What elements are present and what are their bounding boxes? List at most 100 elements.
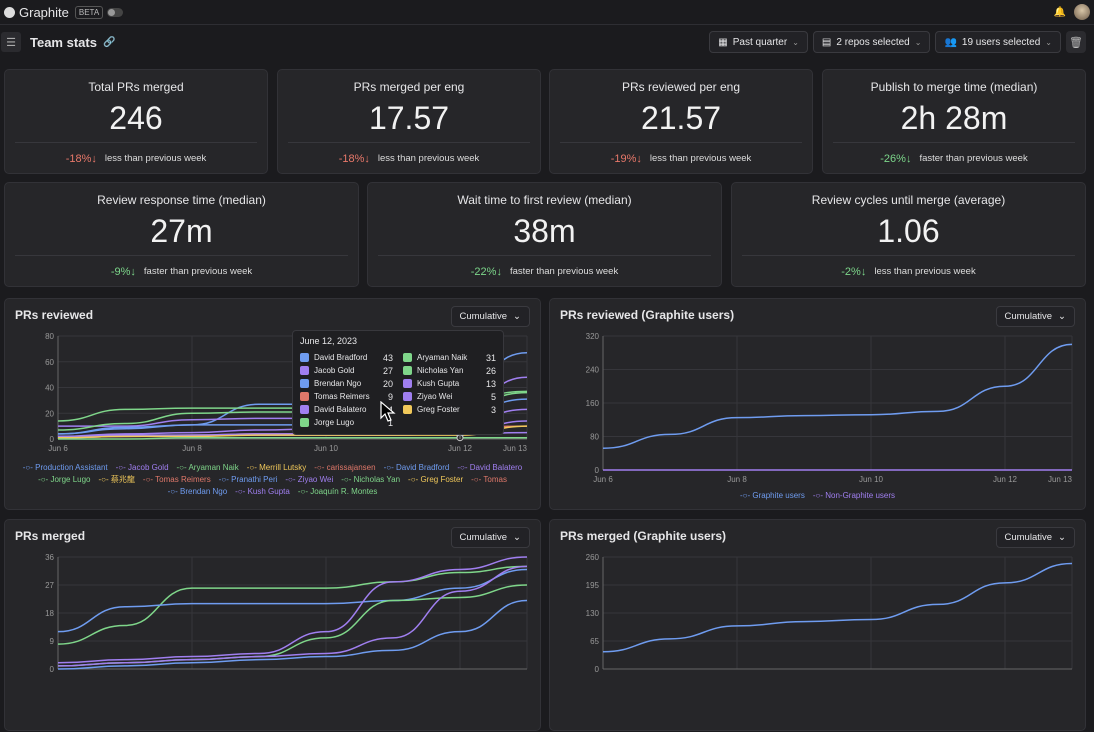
y-tick-label: 36 (45, 553, 54, 562)
tooltip-value: 13 (485, 378, 496, 389)
legend-item[interactable]: -○- Greg Foster (408, 475, 463, 485)
delta-note: less than previous week (104, 153, 207, 164)
legend-item[interactable]: -○- Brendan Ngo (168, 487, 228, 497)
legend-item[interactable]: -○- Jacob Gold (116, 463, 169, 473)
y-tick-label: 160 (586, 399, 600, 408)
chevron-down-icon: ⌄ (914, 37, 922, 47)
tooltip-name: Brendan Ngo (314, 379, 362, 388)
legend-item[interactable]: -○- Tomas Reimers (143, 475, 211, 485)
legend-item[interactable]: -○- Merrill Lutsky (247, 463, 307, 473)
page-header: ☰ Team stats 🔗 ▦ Past quarter ⌄ ▤ 2 repos s… (0, 27, 1094, 57)
dropdown-label: Cumulative (459, 532, 508, 543)
legend-label: 蔡兆龍 (110, 475, 135, 484)
legend-item[interactable]: -○- Tomas (471, 475, 507, 485)
aggregation-dropdown[interactable]: Cumulative ⌄ (995, 306, 1075, 327)
legend-label: Non-Graphite users (825, 491, 896, 500)
graphite-logo-icon (4, 6, 15, 18)
stat-label: PRs merged per eng (353, 80, 465, 94)
tooltip-row: Aryaman Naik 31 (403, 351, 496, 364)
legend-item[interactable]: -○- Aryaman Naik (177, 463, 239, 473)
stat-label: Wait time to first review (median) (457, 193, 632, 207)
y-tick-label: 0 (50, 665, 55, 674)
notification-bell-icon[interactable]: 🔔 (1053, 6, 1066, 18)
series-line (602, 343, 1073, 449)
series-swatch (403, 379, 412, 388)
chart-card-prs-reviewed-graphite: PRs reviewed (Graphite users) Cumulative… (549, 298, 1086, 510)
legend-item[interactable]: -○- David Balatero (457, 463, 522, 473)
stat-value: 2h 28m (900, 100, 1008, 136)
divider (15, 142, 257, 143)
y-tick-label: 27 (45, 581, 54, 590)
series-swatch (403, 392, 412, 401)
legend-marker-icon: -○- (812, 491, 823, 500)
legend-marker-icon: -○- (297, 487, 308, 496)
stat-delta: -22%↓ faster than previous week (368, 266, 721, 278)
legend-item[interactable]: -○- Production Assistant (23, 463, 108, 473)
arrow-down-icon: ↓ (130, 266, 136, 278)
x-tick-label: Jun 10 (314, 444, 339, 453)
date-range-filter[interactable]: ▦ Past quarter ⌄ (709, 31, 808, 53)
legend-item[interactable]: -○- Kush Gupta (235, 487, 290, 497)
x-tick-label: Jun 12 (448, 444, 473, 453)
legend-marker-icon: -○- (142, 475, 154, 484)
chevron-down-icon: ⌄ (1058, 532, 1066, 543)
legend-item[interactable]: -○- 蔡兆龍 (99, 475, 135, 485)
stat-delta: -2%↓ less than previous week (732, 266, 1085, 278)
y-tick-label: 240 (586, 366, 600, 375)
app-logo[interactable]: Graphite (4, 5, 69, 20)
legend-item[interactable]: -○- Nicholas Yan (341, 475, 400, 485)
legend-label: carissajansen (326, 463, 376, 472)
legend-item[interactable]: -○- Jorge Lugo (38, 475, 90, 485)
stat-delta: -18%↓ less than previous week (5, 153, 267, 165)
series-swatch (300, 353, 309, 362)
legend-item[interactable]: -○- Joaquín R. Montes (298, 487, 378, 497)
beta-toggle[interactable] (107, 7, 124, 17)
tooltip-name: David Bradford (314, 353, 368, 362)
menu-button[interactable]: ☰ (1, 32, 21, 52)
legend-item[interactable]: -○- carissajansen (314, 463, 375, 473)
tooltip-name: Ziyao Wei (417, 392, 453, 401)
y-tick-label: 80 (45, 332, 54, 341)
stat-label: Review response time (median) (97, 193, 266, 207)
stat-card: PRs merged per eng 17.57 -18%↓ less than … (277, 69, 541, 174)
y-tick-label: 65 (590, 637, 599, 646)
dropdown-label: Cumulative (1004, 532, 1053, 543)
legend-item[interactable]: -○- Pranathi Peri (219, 475, 278, 485)
dropdown-label: Cumulative (459, 311, 508, 322)
delta-note: less than previous week (874, 266, 976, 277)
legend-label: Jorge Lugo (50, 475, 91, 484)
tooltip-row: Ziyao Wei 5 (403, 390, 496, 403)
repos-filter[interactable]: ▤ 2 repos selected ⌄ (812, 31, 931, 53)
legend-item[interactable]: -○- Graphite users (740, 491, 805, 501)
legend-marker-icon: -○- (167, 487, 178, 496)
tooltip-row: Brendan Ngo 20 (300, 377, 393, 390)
stat-card: Wait time to first review (median) 38m -… (367, 182, 722, 287)
legend-item[interactable]: -○- Non-Graphite users (813, 491, 895, 501)
aggregation-dropdown[interactable]: Cumulative ⌄ (450, 527, 530, 548)
x-tick-label: Jun 13 (1048, 475, 1073, 484)
users-filter[interactable]: 👥 19 users selected ⌄ (935, 31, 1061, 53)
chevron-down-icon: ⌄ (1058, 311, 1066, 322)
legend-item[interactable]: -○- Ziyao Wei (285, 475, 333, 485)
divider (833, 142, 1075, 143)
aggregation-dropdown[interactable]: Cumulative ⌄ (995, 527, 1075, 548)
avatar[interactable] (1074, 4, 1090, 20)
tooltip-row: Nicholas Yan 26 (403, 364, 496, 377)
arrow-down-icon: ↓ (636, 153, 642, 165)
chevron-down-icon: ⌄ (792, 37, 799, 47)
tooltip-value: 3 (490, 404, 496, 415)
link-icon[interactable]: 🔗 (102, 36, 116, 48)
delta-percent: -9% (110, 266, 131, 278)
x-tick-label: Jun 10 (859, 475, 884, 484)
tooltip-row: Tomas Reimers 9 (300, 390, 393, 403)
tooltip-name: Jacob Gold (314, 366, 355, 375)
legend-item[interactable]: -○- David Bradford (384, 463, 450, 473)
y-tick-label: 20 (45, 409, 54, 418)
delete-button[interactable]: 🗑 (1066, 31, 1086, 53)
y-tick-label: 18 (45, 609, 54, 618)
aggregation-dropdown[interactable]: Cumulative ⌄ (450, 306, 530, 327)
beta-badge: BETA (74, 5, 104, 19)
divider (560, 142, 802, 143)
legend-marker-icon: -○- (22, 463, 33, 472)
filter-label: Past quarter (732, 36, 788, 48)
